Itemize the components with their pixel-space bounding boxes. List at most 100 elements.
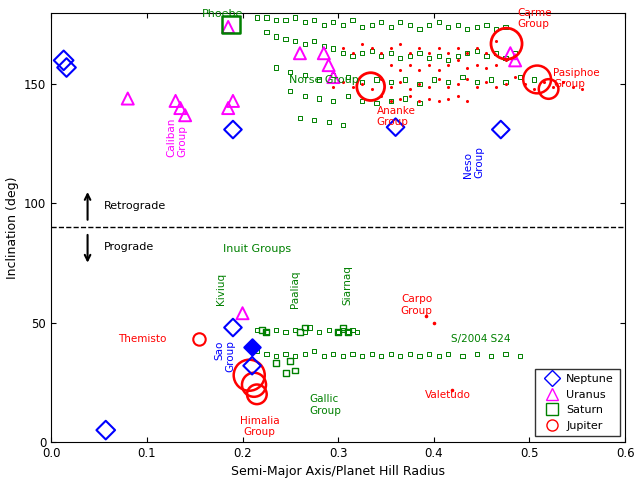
- Point: [443, 83, 453, 91]
- Point: [386, 78, 396, 86]
- Point: [175, 104, 186, 112]
- Point: [280, 35, 291, 43]
- Point: [433, 52, 444, 60]
- Point: [300, 40, 310, 47]
- Point: [314, 95, 324, 103]
- Point: [433, 66, 444, 74]
- Point: [462, 26, 472, 33]
- Point: [247, 343, 257, 350]
- Point: [396, 54, 406, 62]
- Point: [357, 352, 367, 360]
- Point: [309, 116, 319, 124]
- Point: [285, 357, 296, 365]
- Point: [481, 21, 492, 29]
- Point: [328, 73, 339, 81]
- Point: [529, 85, 540, 93]
- Text: Kiviuq: Kiviuq: [216, 273, 227, 305]
- Point: [319, 42, 329, 50]
- Point: [285, 88, 296, 95]
- Text: Siarnaq: Siarnaq: [343, 265, 353, 304]
- Point: [295, 49, 305, 57]
- Point: [481, 64, 492, 72]
- Text: Inuit Groups: Inuit Groups: [223, 243, 291, 254]
- Point: [424, 95, 434, 103]
- Point: [404, 350, 415, 358]
- Point: [376, 352, 387, 360]
- Text: S/2004 S24: S/2004 S24: [451, 334, 511, 345]
- Point: [328, 350, 339, 358]
- Point: [371, 76, 381, 83]
- Point: [404, 49, 415, 57]
- Point: [61, 64, 72, 72]
- Point: [515, 73, 525, 81]
- Point: [247, 362, 257, 370]
- Point: [396, 66, 406, 74]
- Point: [414, 352, 424, 360]
- Point: [532, 76, 542, 83]
- Point: [386, 97, 396, 105]
- Point: [400, 95, 410, 103]
- Point: [367, 350, 377, 358]
- Point: [237, 309, 248, 317]
- Point: [338, 121, 348, 129]
- Point: [319, 21, 329, 29]
- Point: [458, 352, 468, 360]
- Point: [443, 61, 453, 69]
- Point: [357, 40, 367, 47]
- Point: [462, 64, 472, 72]
- Point: [414, 49, 424, 57]
- Point: [452, 45, 463, 52]
- Point: [404, 52, 415, 60]
- Point: [443, 23, 453, 31]
- Point: [510, 57, 520, 64]
- Point: [228, 126, 238, 134]
- Point: [348, 16, 358, 24]
- Point: [261, 14, 271, 21]
- Point: [424, 83, 434, 91]
- Point: [280, 369, 291, 377]
- Point: [300, 71, 310, 78]
- Text: Himalia
Group: Himalia Group: [240, 416, 280, 438]
- Point: [290, 14, 300, 21]
- Point: [357, 80, 367, 88]
- Point: [367, 45, 377, 52]
- Point: [295, 329, 305, 336]
- Point: [314, 329, 324, 336]
- Point: [447, 386, 457, 393]
- Point: [309, 37, 319, 45]
- Point: [505, 49, 515, 57]
- Point: [414, 80, 424, 88]
- Point: [424, 350, 434, 358]
- Point: [376, 92, 387, 100]
- Point: [290, 366, 300, 374]
- Point: [309, 348, 319, 355]
- Point: [367, 47, 377, 55]
- Point: [252, 391, 262, 398]
- Point: [500, 57, 511, 64]
- Point: [285, 68, 296, 76]
- Point: [429, 76, 439, 83]
- Point: [342, 329, 353, 336]
- Point: [386, 23, 396, 31]
- Point: [452, 52, 463, 60]
- Point: [386, 83, 396, 91]
- Text: Carme
Group: Carme Group: [517, 8, 552, 30]
- Point: [414, 97, 424, 105]
- Text: Themisto: Themisto: [118, 334, 166, 345]
- Point: [404, 61, 415, 69]
- Point: [433, 97, 444, 105]
- Point: [396, 78, 406, 86]
- Point: [424, 21, 434, 29]
- Point: [261, 329, 271, 336]
- Point: [338, 21, 348, 29]
- Point: [333, 329, 343, 336]
- Point: [472, 83, 482, 91]
- Point: [510, 49, 520, 57]
- Point: [223, 104, 234, 112]
- Point: [396, 18, 406, 26]
- Text: Norse Group: Norse Group: [289, 75, 358, 85]
- Point: [123, 95, 133, 103]
- Point: [515, 352, 525, 360]
- Text: Neso
Group: Neso Group: [463, 146, 484, 178]
- Point: [491, 37, 501, 45]
